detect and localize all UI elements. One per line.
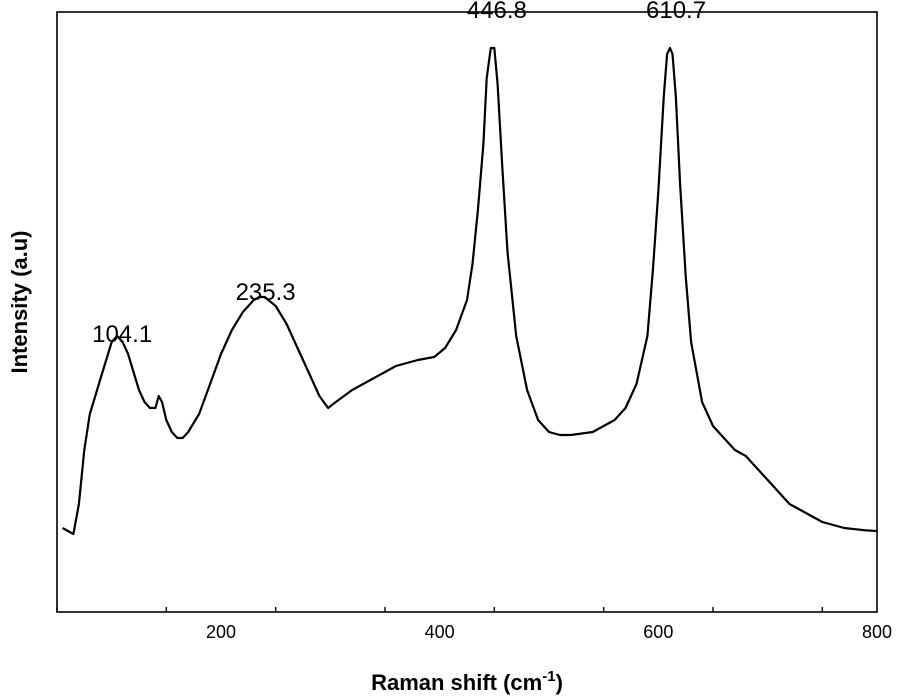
- peak-label: 610.7: [646, 0, 706, 24]
- x-axis-title-main: Raman shift (cm: [371, 670, 542, 695]
- y-axis-title: Intensity (a.u): [7, 230, 32, 373]
- peak-label: 446.8: [467, 0, 527, 24]
- x-tick-label: 400: [425, 622, 455, 642]
- peak-label: 235.3: [236, 279, 296, 306]
- peak-annotations: 104.1 235.3 446.8 610.7: [92, 0, 706, 348]
- plot-frame: [56, 11, 878, 613]
- spectrum-line: [61, 46, 878, 536]
- x-axis-tick-labels: 200 400 600 800: [206, 622, 892, 642]
- x-axis-title-close: ): [556, 670, 563, 695]
- x-tick-label: 600: [643, 622, 673, 642]
- x-tick-label: 800: [862, 622, 892, 642]
- x-axis-ticks: [56, 607, 824, 612]
- x-tick-label: 200: [206, 622, 236, 642]
- x-axis-title: Raman shift (cm-1): [371, 668, 563, 695]
- x-axis-title-superscript: -1: [542, 668, 555, 685]
- peak-label: 104.1: [92, 321, 152, 348]
